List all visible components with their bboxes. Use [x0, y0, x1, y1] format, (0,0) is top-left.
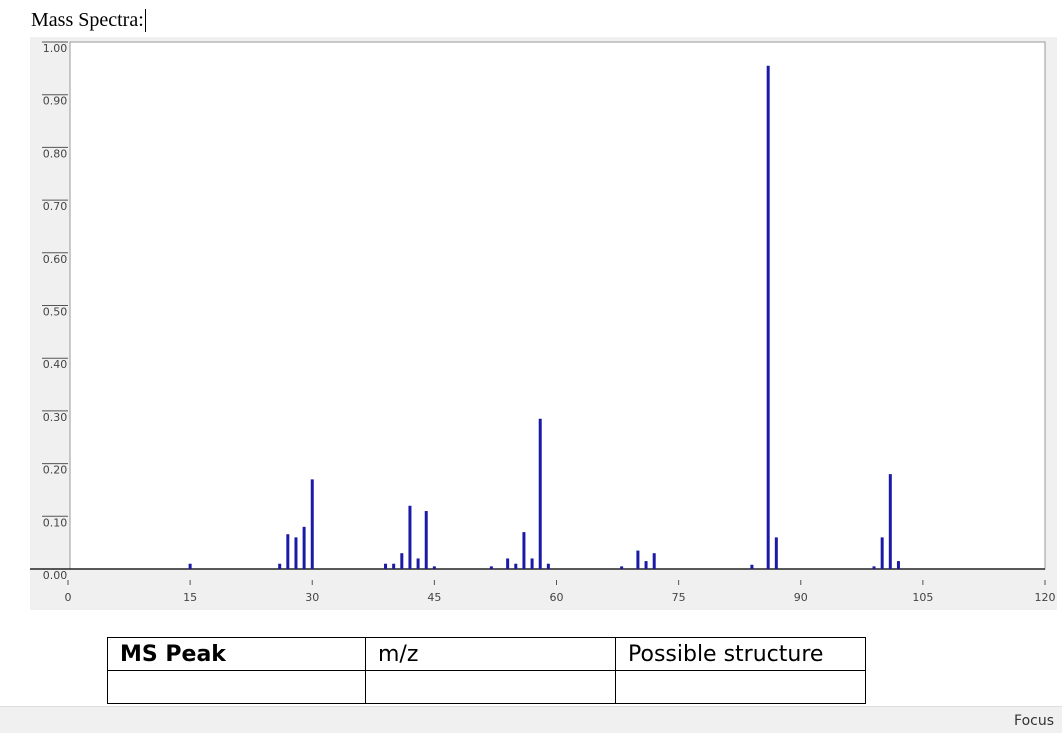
heading: Mass Spectra: [31, 9, 146, 32]
y-tick-label: 0.20 [43, 464, 68, 477]
x-tick-label: 90 [794, 591, 808, 604]
x-tick-label: 75 [672, 591, 686, 604]
x-tick-label: 30 [305, 591, 319, 604]
y-tick-label: 0.60 [43, 253, 68, 266]
cell: MS Peak [107, 637, 366, 671]
status-bar: Focus [0, 706, 1062, 733]
y-tick-label: 0.00 [43, 569, 68, 582]
x-tick-label: 120 [1035, 591, 1056, 604]
y-tick-label: 0.90 [43, 95, 68, 108]
cell: m/z [365, 637, 616, 671]
x-tick-label: 105 [912, 591, 933, 604]
cell [615, 670, 866, 704]
x-tick-label: 60 [550, 591, 564, 604]
x-tick-label: 45 [427, 591, 441, 604]
focus-button[interactable]: Focus [1014, 713, 1054, 729]
table: MS Peak m/z Possible structure [107, 637, 866, 704]
y-tick-label: 0.10 [43, 516, 68, 529]
y-tick-label: 0.50 [43, 306, 68, 319]
x-tick-label: 0 [65, 591, 72, 604]
y-tick-label: 0.30 [43, 411, 68, 424]
y-tick-label: 0.40 [43, 358, 68, 371]
cell [107, 670, 366, 704]
cell: Possible structure [615, 637, 866, 671]
y-tick-label: 0.70 [43, 200, 68, 213]
chart: 0.00 0.10 0.20 0.30 0.40 0.50 0.60 0.70 0.80 0.90… [30, 37, 1057, 610]
y-tick-label: 1.00 [43, 42, 68, 55]
x-tick-label: 15 [183, 591, 197, 604]
cell [365, 670, 616, 704]
y-tick-label: 0.80 [43, 147, 68, 160]
plot-area [69, 41, 1046, 570]
